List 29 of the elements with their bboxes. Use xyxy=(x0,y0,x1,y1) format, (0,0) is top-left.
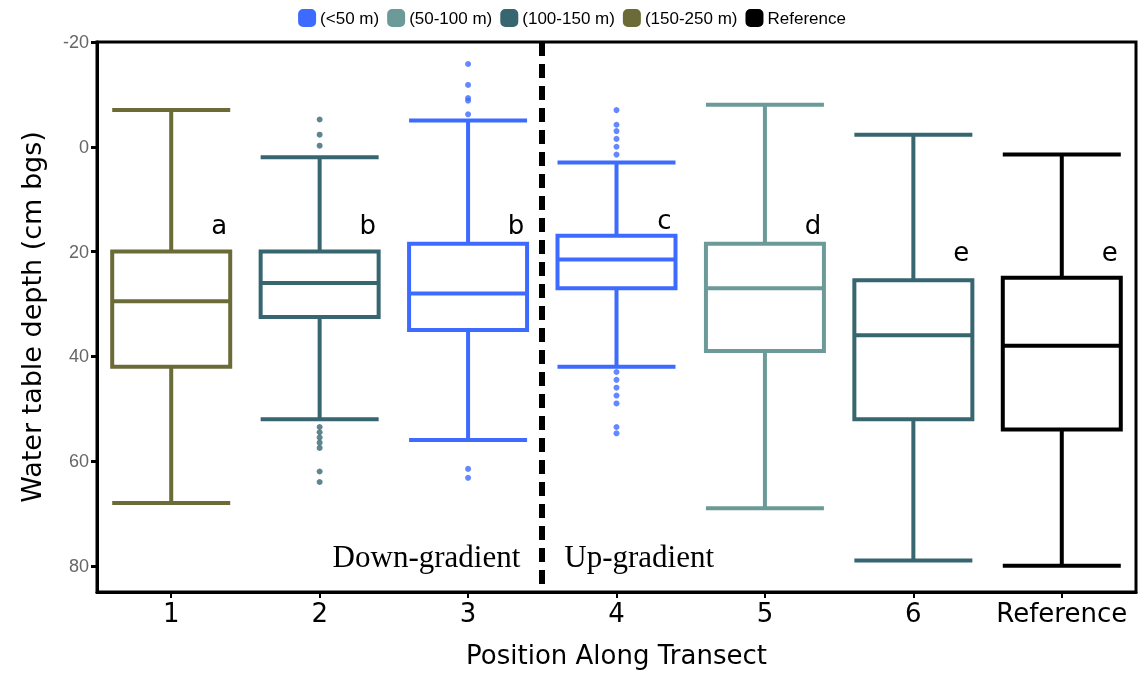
annotation: b xyxy=(507,210,525,241)
x-tick-label: 1 xyxy=(162,598,180,628)
y-tick-label: -20 xyxy=(62,32,89,52)
legend-label: (50-100 m) xyxy=(409,8,493,28)
y-tick-label: 40 xyxy=(68,346,89,367)
legend-label: (100-150 m) xyxy=(522,8,615,28)
y-tick-label: 60 xyxy=(68,451,89,472)
annotation: e xyxy=(953,236,970,267)
y-tick-label: 0 xyxy=(78,136,89,157)
x-tick-label: 3 xyxy=(459,598,477,628)
legend-label: (150-250 m) xyxy=(644,8,738,28)
x-axis-title: Position Along Transect xyxy=(466,640,767,670)
annotation: a xyxy=(211,210,228,241)
legend-label: (<50 m) xyxy=(320,8,380,28)
x-tick-label: 6 xyxy=(905,598,922,628)
y-tick-label: 20 xyxy=(68,241,89,262)
annotation: c xyxy=(657,205,672,236)
y-tick-label: 80 xyxy=(68,555,89,576)
x-tick-label: 5 xyxy=(756,598,774,628)
annotation: d xyxy=(804,210,822,241)
x-tick-label: 4 xyxy=(608,598,625,628)
y-axis-title: Water table depth (cm bgs) xyxy=(16,131,47,503)
legend-label: Reference xyxy=(767,8,846,28)
x-tick-label: Reference xyxy=(996,598,1128,628)
annotation: b xyxy=(359,210,376,241)
annotation: e xyxy=(1101,236,1118,267)
x-tick-label: 2 xyxy=(311,598,328,628)
annotation: Up-gradient xyxy=(564,539,715,574)
annotation: Down-gradient xyxy=(332,539,521,574)
